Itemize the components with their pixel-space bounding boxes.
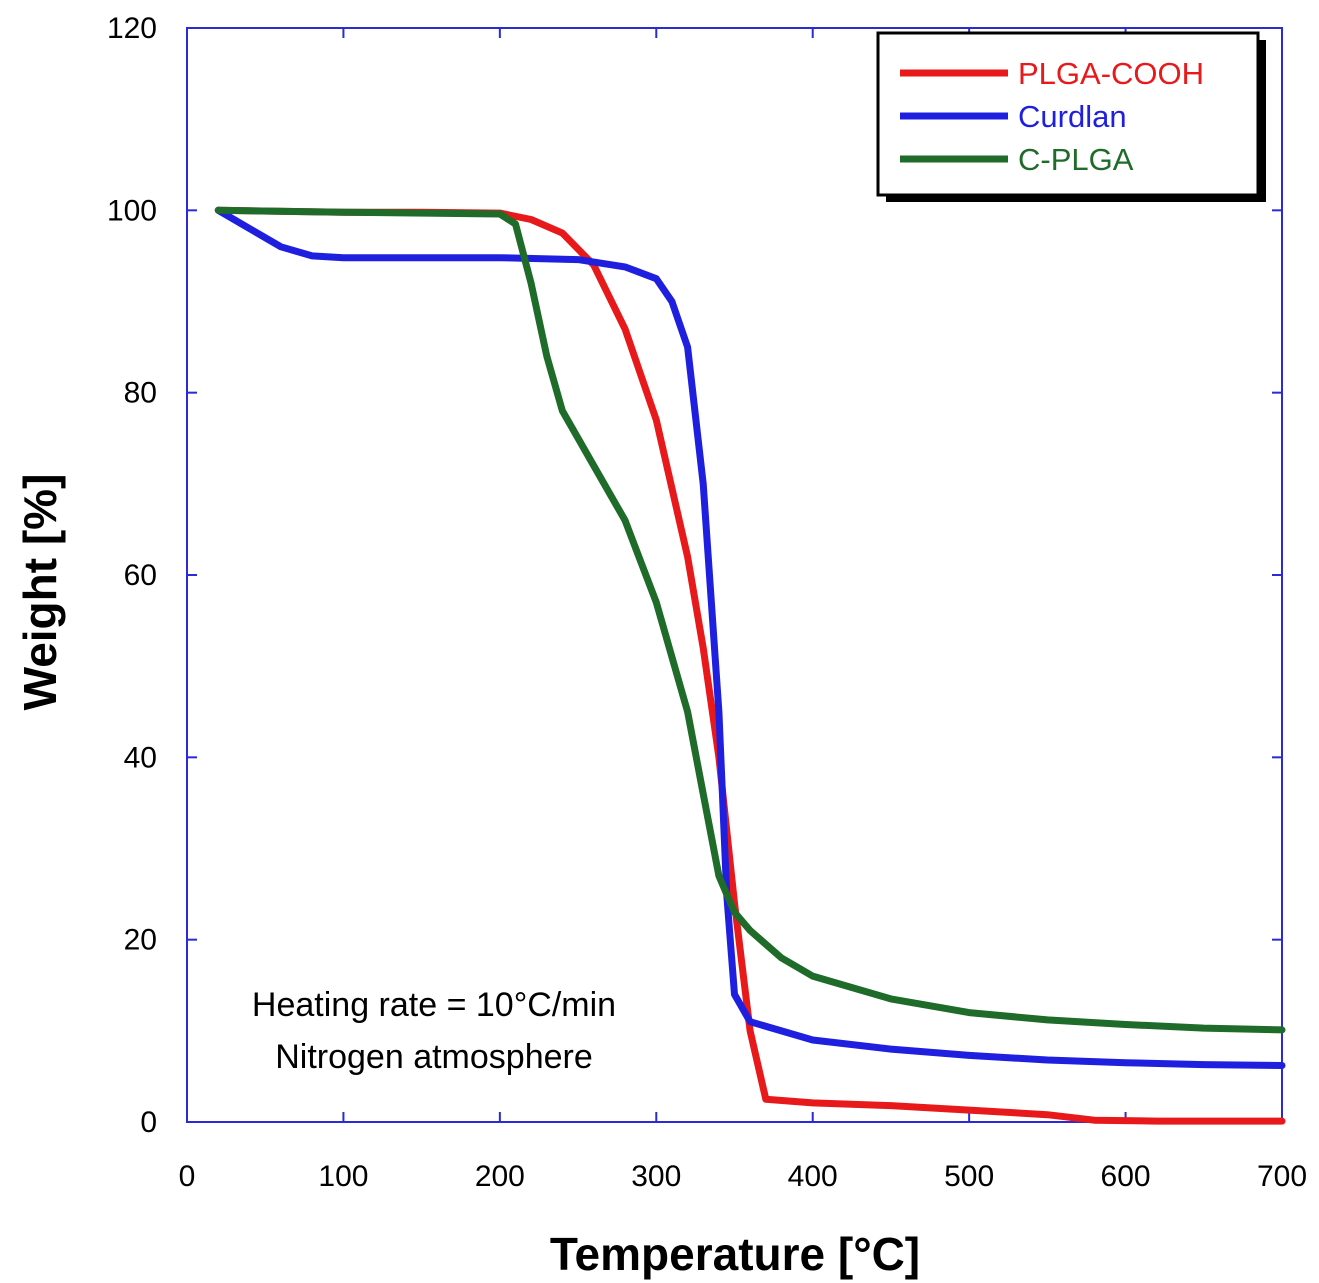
x-tick-label: 0 [179, 1160, 196, 1193]
y-tick-label: 100 [107, 194, 157, 227]
x-tick-label: 500 [944, 1160, 994, 1193]
series-line-plga-cooh [214, 206, 1286, 1125]
y-tick-label: 120 [107, 12, 157, 45]
legend-label: C-PLGA [1018, 142, 1134, 177]
y-tick-label: 20 [124, 924, 157, 957]
annotation-heating-rate: Heating rate = 10°C/min [252, 986, 616, 1024]
legend: PLGA-COOH Curdlan C-PLGA [876, 31, 1266, 202]
x-tick-label: 200 [475, 1160, 525, 1193]
x-axis-title: Temperature [°C] [550, 1228, 920, 1280]
legend-label: Curdlan [1018, 99, 1127, 134]
legend-label: PLGA-COOH [1018, 56, 1204, 91]
x-tick-label: 600 [1101, 1160, 1151, 1193]
y-tick-label: 0 [140, 1106, 157, 1139]
series-line-c-plga [214, 206, 1286, 1034]
y-axis-title: Weight [%] [14, 474, 66, 711]
y-tick-label: 60 [124, 559, 157, 592]
x-tick-label: 400 [788, 1160, 838, 1193]
y-tick-label: 40 [124, 741, 157, 774]
x-tick-label: 100 [318, 1160, 368, 1193]
x-tick-label: 300 [631, 1160, 681, 1193]
series-line-curdlan [214, 206, 1286, 1069]
y-tick-label: 80 [124, 377, 157, 410]
annotation-atmosphere: Nitrogen atmosphere [275, 1038, 593, 1076]
x-tick-label: 700 [1257, 1160, 1307, 1193]
